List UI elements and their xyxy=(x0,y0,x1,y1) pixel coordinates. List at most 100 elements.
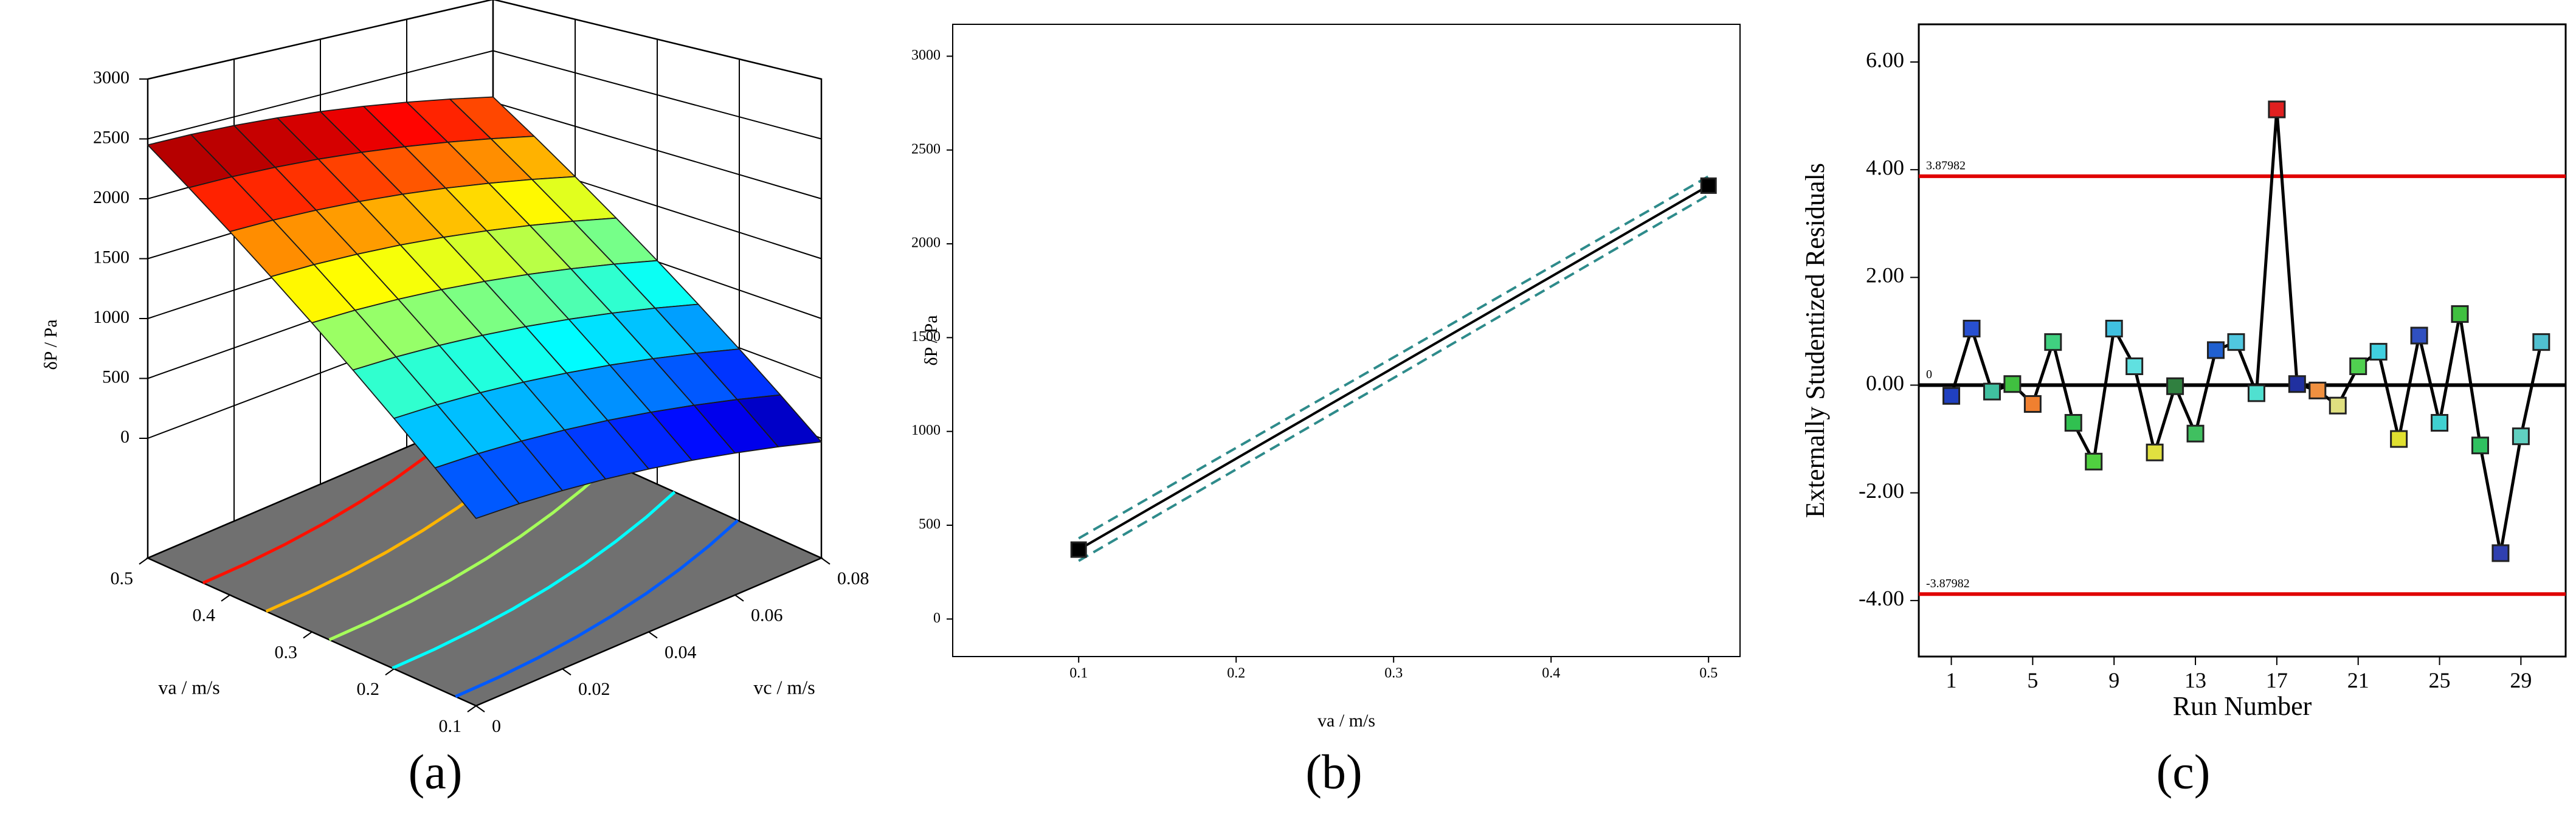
contour xyxy=(202,430,458,585)
data-point xyxy=(2064,414,2082,432)
x-axis-label: Run Number xyxy=(2173,691,2312,721)
plot-frame xyxy=(952,24,1741,657)
data-point xyxy=(2186,424,2205,443)
z-tick-label: 500 xyxy=(102,367,129,387)
x-tick-label: 0.08 xyxy=(837,568,869,588)
y-tick-label: 2.00 xyxy=(1866,263,1904,288)
data-point xyxy=(2431,414,2449,432)
data-point xyxy=(1070,541,1087,558)
y-tick xyxy=(385,668,395,676)
x-tick-label: 17 xyxy=(2266,668,2288,692)
y-tick-label: 2500 xyxy=(911,141,941,157)
data-point xyxy=(2491,544,2510,562)
data-point xyxy=(2369,343,2388,361)
y-tick-label: -2.00 xyxy=(1859,478,1904,503)
series-line xyxy=(1078,194,1710,562)
data-point xyxy=(2227,333,2245,351)
y-tick-label: 4.00 xyxy=(1866,155,1904,179)
y-tick-label: 500 xyxy=(919,516,941,532)
contour xyxy=(328,462,613,641)
series-line xyxy=(1078,184,1710,551)
y-tick-label: 2000 xyxy=(911,235,941,251)
data-point xyxy=(1942,387,1961,405)
x-tick-label: 29 xyxy=(2510,668,2532,692)
data-point xyxy=(2085,452,2103,471)
data-point xyxy=(2268,100,2286,119)
panel-label: (b) xyxy=(1305,745,1362,799)
data-point xyxy=(2532,333,2550,351)
x-tick-label: 0.3 xyxy=(1384,666,1403,681)
x-tick-label: 0 xyxy=(492,716,501,736)
z-tick-label: 2000 xyxy=(93,187,129,207)
data-point xyxy=(2451,305,2469,323)
y-tick-label: -4.00 xyxy=(1859,586,1904,610)
data-point xyxy=(2105,320,2123,338)
x-tick-label: 0.4 xyxy=(1542,666,1560,681)
data-point xyxy=(2329,396,2347,415)
z-tick-label: 0 xyxy=(120,427,129,447)
data-point xyxy=(2390,430,2408,448)
y-tick-label: 0.4 xyxy=(193,605,216,626)
y-tick xyxy=(221,594,230,602)
x-axis-label: vc / m/s xyxy=(753,676,815,698)
z-tick-label: 1500 xyxy=(93,247,129,267)
grid-line xyxy=(147,50,494,140)
x-tick-label: 21 xyxy=(2347,668,2369,692)
series-line xyxy=(1078,175,1710,540)
x-tick xyxy=(821,557,830,565)
data-point xyxy=(2146,443,2164,461)
x-tick-label: 0.06 xyxy=(751,605,783,626)
grid-line xyxy=(492,50,822,140)
y-tick-label: 0.00 xyxy=(1866,371,1904,395)
y-tick xyxy=(139,557,148,565)
grid-line xyxy=(492,102,822,199)
x-tick-label: 0.02 xyxy=(578,679,610,699)
y-axis-label: va / m/s xyxy=(158,676,219,698)
y-axis-label: δP / Pa xyxy=(921,315,941,365)
y-tick-label: 0.5 xyxy=(111,568,134,588)
y-axis-label: Externally Studentized Residuals xyxy=(1800,163,1830,518)
z-tick-label: 2500 xyxy=(93,127,129,147)
data-point xyxy=(1983,382,2001,401)
x-tick-label: 0.5 xyxy=(1699,666,1718,681)
contour xyxy=(392,491,676,670)
data-point xyxy=(2044,333,2062,351)
data-point xyxy=(1963,320,1981,338)
x-tick xyxy=(648,631,658,639)
data-point xyxy=(2410,326,2428,345)
x-tick xyxy=(475,705,485,712)
plot-frame xyxy=(1918,23,2567,658)
x-tick xyxy=(734,594,744,602)
grid-line xyxy=(147,0,494,80)
y-tick-label: 1500 xyxy=(911,329,941,345)
x-tick-label: 0.04 xyxy=(665,642,697,662)
x-tick-label: 1 xyxy=(1946,668,1957,692)
data-point xyxy=(1700,177,1717,194)
x-tick-label: 25 xyxy=(2429,668,2451,692)
data-point xyxy=(2003,375,2022,393)
data-point xyxy=(2125,357,2144,376)
x-axis-label: va / m/s xyxy=(1317,711,1375,731)
reference-label: 0 xyxy=(1926,368,1932,381)
data-point xyxy=(2023,395,2042,413)
y-tick-label: 0.2 xyxy=(357,679,380,699)
y-tick xyxy=(467,705,477,712)
data-point xyxy=(2308,381,2327,399)
surface-cell xyxy=(434,453,520,519)
y-tick-label: 0.3 xyxy=(275,642,298,662)
z-tick-label: 3000 xyxy=(93,67,129,88)
data-point xyxy=(2471,436,2489,455)
data-point xyxy=(2288,375,2306,393)
y-tick-label: 0 xyxy=(933,610,941,626)
contour xyxy=(455,519,739,698)
data-point xyxy=(2207,341,2225,359)
x-tick xyxy=(562,668,571,676)
x-tick-label: 0.2 xyxy=(1227,666,1245,681)
y-tick-label: 6.00 xyxy=(1866,47,1904,72)
panel-label: (a) xyxy=(409,745,463,799)
y-tick-label: 3000 xyxy=(911,47,941,63)
y-tick-label: 0.1 xyxy=(439,716,462,736)
panel-label: (c) xyxy=(2156,745,2211,799)
